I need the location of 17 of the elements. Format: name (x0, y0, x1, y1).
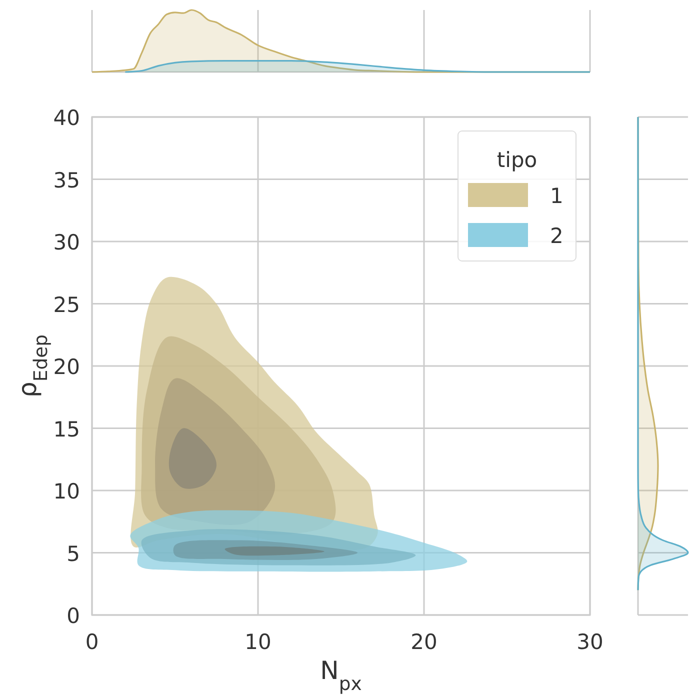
y-tick-label: 40 (53, 106, 80, 130)
y-tick-label: 35 (53, 168, 80, 192)
legend-title: tipo (496, 148, 538, 172)
x-tick-label: 10 (244, 630, 272, 654)
x-axis-title: N$_{px}$ (320, 656, 362, 694)
y-tick-label: 30 (53, 230, 80, 254)
y-tick-label: 5 (66, 542, 80, 566)
y-tick-label: 10 (53, 480, 80, 504)
y-tick-label: 25 (53, 292, 80, 317)
x-tick-label: 30 (576, 630, 604, 654)
x-tick-label: 20 (410, 630, 438, 654)
legend-label: 2 (550, 224, 564, 248)
x-tick-label: 0 (85, 630, 99, 654)
y-tick-label: 20 (53, 355, 80, 379)
y-tick-label: 0 (66, 604, 80, 628)
y-tick-label: 15 (53, 417, 80, 442)
legend-label: 1 (550, 184, 564, 208)
